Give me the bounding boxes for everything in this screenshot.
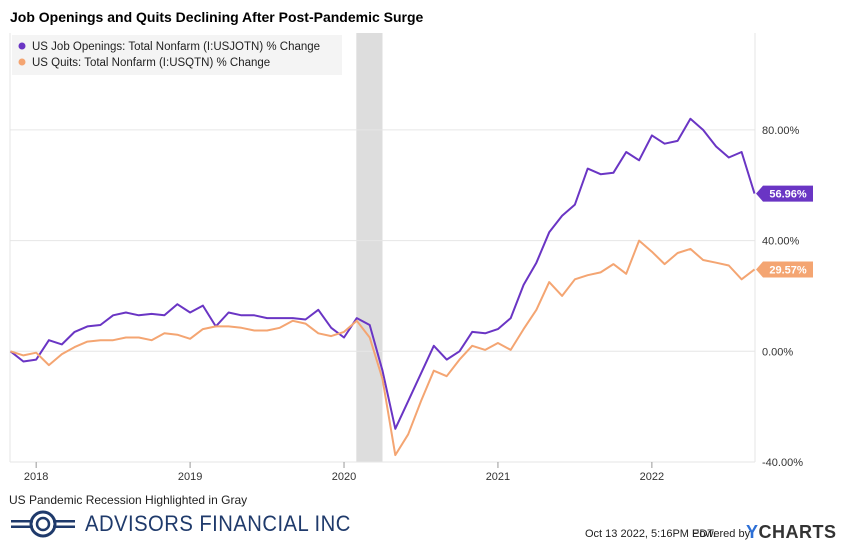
chart-title: Job Openings and Quits Declining After P… xyxy=(10,9,424,25)
last-value-tag-2 xyxy=(756,261,813,278)
legend-box xyxy=(12,35,342,75)
last-value-label-2: 29.57% xyxy=(769,264,807,276)
y-tick-label: 80.00% xyxy=(762,125,800,137)
series-line-1 xyxy=(9,117,756,430)
x-tick-label: 2019 xyxy=(178,471,202,483)
advisors-emblem-icon xyxy=(11,510,75,538)
y-tick-label: 0.00% xyxy=(762,346,793,358)
last-value-label-1: 56.96% xyxy=(769,189,807,201)
y-tick-label: -40.00% xyxy=(762,457,803,469)
x-tick-label: 2022 xyxy=(640,471,664,483)
legend-marker-2 xyxy=(18,58,26,66)
advisors-logo: ADVISORS FINANCIAL INC xyxy=(9,510,374,538)
brand-name: ADVISORS FINANCIAL INC xyxy=(85,511,351,536)
timestamp: Oct 13 2022, 5:16PM EDT. xyxy=(585,528,716,540)
x-tick-label: 2021 xyxy=(486,471,510,483)
series-line-2 xyxy=(10,239,756,457)
last-value-tag-1 xyxy=(756,185,813,202)
x-tick-label: 2020 xyxy=(332,471,356,483)
ycharts-y: Y xyxy=(746,522,759,542)
legend-label-2: US Quits: Total Nonfarm (I:USQTN) % Chan… xyxy=(32,57,270,69)
ycharts-logo[interactable]: YCHARTS xyxy=(746,522,837,543)
recession-band xyxy=(356,33,383,462)
legend-marker-1 xyxy=(18,42,26,50)
powered-by: Powered by xyxy=(692,528,751,540)
footnote-recession: US Pandemic Recession Highlighted in Gra… xyxy=(9,493,248,507)
x-tick-label: 2018 xyxy=(24,471,48,483)
legend-label-1: US Job Openings: Total Nonfarm (I:USJOTN… xyxy=(32,41,320,53)
y-tick-label: 40.00% xyxy=(762,236,800,248)
ycharts-text: CHARTS xyxy=(758,522,837,542)
